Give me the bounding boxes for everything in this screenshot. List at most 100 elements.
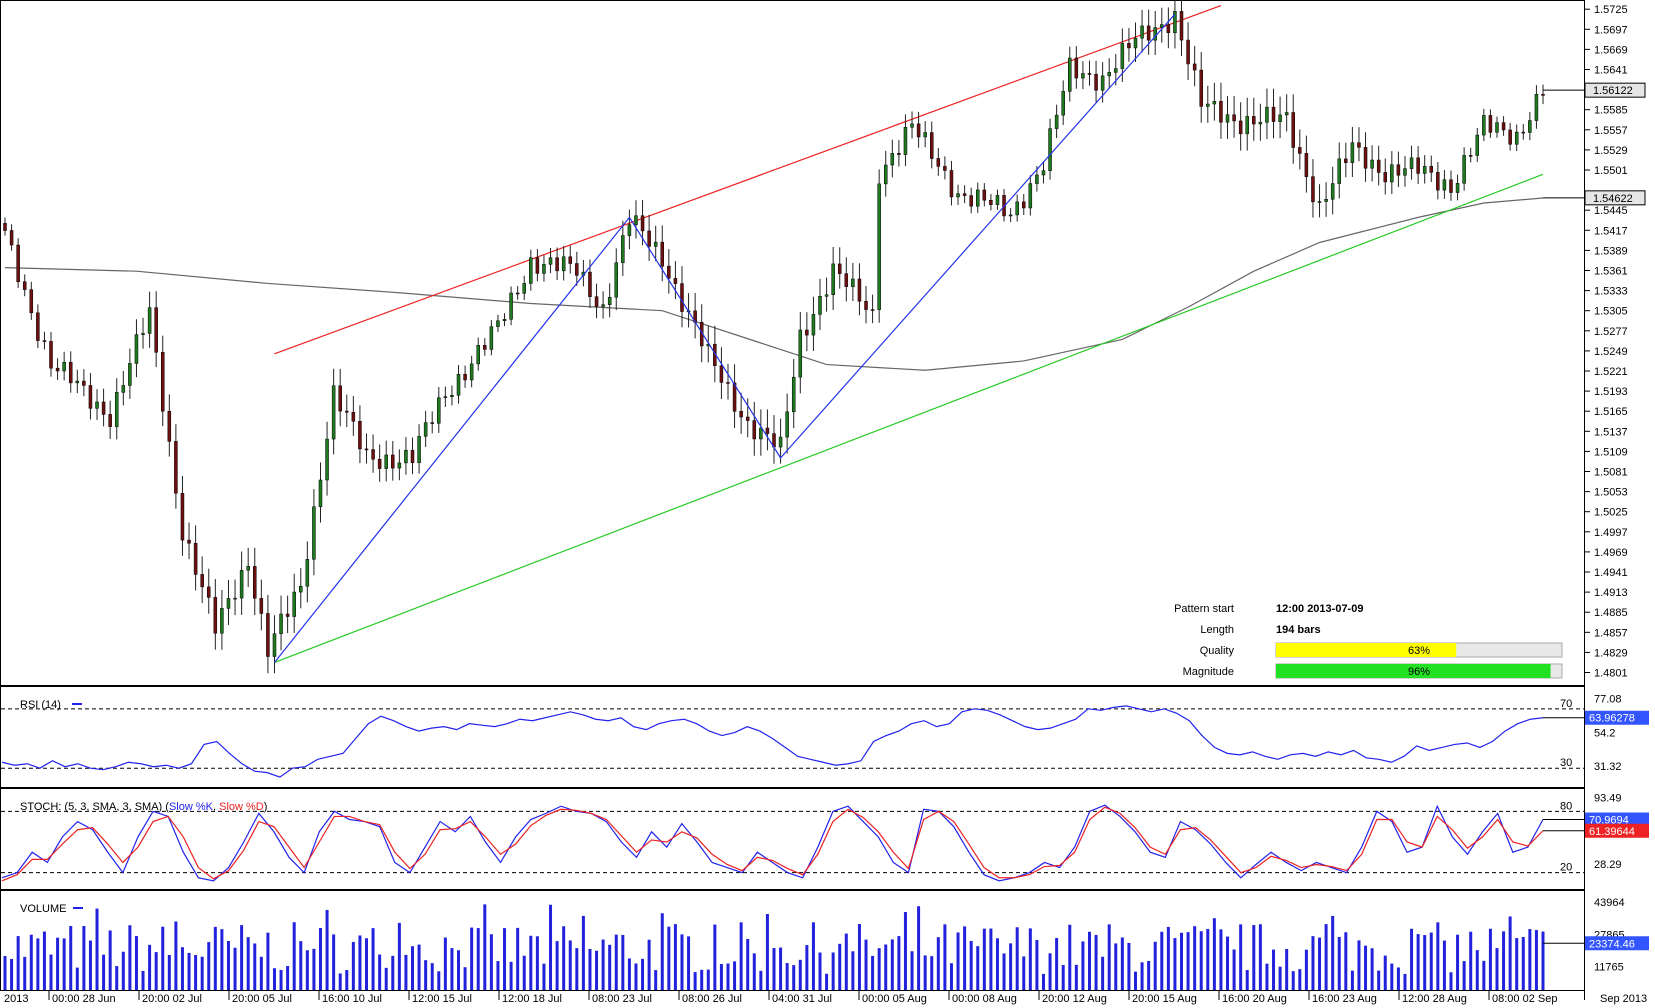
volume-bar bbox=[299, 941, 303, 990]
candle-body bbox=[1146, 25, 1151, 41]
candle-body bbox=[200, 574, 204, 588]
volume-bar bbox=[95, 908, 99, 990]
volume-bar bbox=[1449, 972, 1453, 990]
candle-body bbox=[1068, 57, 1072, 92]
volume-bar bbox=[69, 926, 73, 990]
rsi-title: RSI (14) bbox=[20, 699, 61, 711]
candle-body bbox=[226, 598, 231, 609]
price-tick-label: 1.5557 bbox=[1594, 125, 1628, 137]
candle-body bbox=[805, 329, 809, 336]
candle-body bbox=[364, 448, 369, 451]
candle-body bbox=[338, 385, 342, 412]
volume-bar bbox=[982, 928, 986, 990]
volume-bar bbox=[3, 955, 7, 990]
rsi-panel-frame bbox=[0, 686, 1585, 788]
volume-bar bbox=[654, 970, 658, 990]
candle-body bbox=[634, 215, 638, 225]
candle-body bbox=[213, 597, 218, 634]
candle-body bbox=[55, 367, 60, 372]
candle-body bbox=[469, 363, 474, 381]
price-tick-label: 1.5025 bbox=[1594, 507, 1628, 519]
candle-body bbox=[1324, 198, 1328, 202]
volume-bar bbox=[384, 967, 388, 990]
volume-bar bbox=[23, 956, 27, 990]
volume-bar bbox=[555, 941, 559, 990]
candle-body bbox=[1521, 131, 1526, 134]
volume-bar bbox=[233, 947, 237, 990]
candle-body bbox=[16, 244, 20, 282]
volume-bar bbox=[779, 947, 783, 990]
stoch-d-name: Slow %D bbox=[219, 801, 264, 813]
candle-body bbox=[1186, 39, 1190, 65]
volume-bar bbox=[1219, 929, 1223, 990]
price-tick-label: 1.5361 bbox=[1594, 265, 1628, 277]
candle-body bbox=[1173, 11, 1177, 34]
channel-lower-line bbox=[274, 173, 1544, 664]
volume-bar bbox=[825, 973, 829, 990]
candle-body bbox=[167, 410, 172, 442]
candle-body bbox=[1179, 11, 1184, 41]
volume-bar bbox=[529, 935, 533, 990]
candle-body bbox=[1107, 72, 1111, 77]
volume-bar bbox=[1311, 936, 1315, 990]
volume-bar bbox=[1133, 971, 1137, 990]
candle-body bbox=[522, 283, 526, 294]
volume-value-box bbox=[1585, 936, 1649, 951]
x-tick-label: 16:00 23 Aug bbox=[1312, 993, 1377, 1005]
candle-body bbox=[890, 153, 895, 166]
volume-bar bbox=[1423, 935, 1427, 990]
candle-body bbox=[1212, 101, 1217, 105]
candle-body bbox=[233, 597, 237, 600]
volume-bar bbox=[949, 963, 953, 990]
price-tick-label: 1.4829 bbox=[1594, 647, 1628, 659]
candle-body bbox=[1422, 166, 1427, 174]
x-tick-label: 12:00 28 Aug bbox=[1402, 993, 1467, 1005]
candle-body bbox=[1383, 172, 1388, 183]
x-tick-label: 08:00 02 Sep bbox=[1492, 993, 1557, 1005]
volume-bar bbox=[1324, 924, 1328, 990]
volume-bar bbox=[1114, 943, 1118, 990]
volume-bar bbox=[1357, 940, 1361, 990]
rsi-value-label: 63.96278 bbox=[1589, 713, 1635, 725]
candle-body bbox=[1192, 63, 1197, 71]
ma-price-label: 1.54622 bbox=[1593, 193, 1633, 205]
candle-body bbox=[36, 312, 40, 341]
stoch-title: STOCH: (5, 3, SMA, 3, SMA) bbox=[20, 801, 162, 813]
ma-price-box bbox=[1584, 190, 1646, 206]
price-tick-label: 1.5697 bbox=[1594, 24, 1628, 36]
volume-bar bbox=[318, 928, 322, 990]
volume-bar bbox=[1304, 949, 1308, 990]
volume-bar bbox=[706, 969, 710, 990]
volume-bar bbox=[746, 938, 750, 990]
candle-body bbox=[1370, 159, 1374, 169]
stoch-d-box bbox=[1585, 823, 1649, 838]
candle-body bbox=[851, 278, 855, 287]
price-tick-label: 1.5053 bbox=[1594, 487, 1628, 499]
candle-body bbox=[1311, 176, 1315, 203]
volume-bar bbox=[332, 934, 336, 990]
candle-body bbox=[259, 598, 264, 614]
volume-bar bbox=[443, 937, 447, 990]
volume-bar bbox=[765, 914, 769, 990]
price-tick-label: 1.5081 bbox=[1594, 467, 1628, 479]
candle-body bbox=[496, 320, 500, 327]
candle-body bbox=[627, 224, 632, 236]
candle-body bbox=[1468, 155, 1473, 157]
volume-bar bbox=[194, 955, 198, 990]
volume-bar bbox=[1173, 938, 1177, 990]
rsi-tick-label: 54.2 bbox=[1594, 727, 1615, 739]
candle-body bbox=[877, 183, 881, 310]
volume-bar bbox=[1107, 924, 1111, 990]
candle-body bbox=[568, 256, 572, 264]
candle-body bbox=[811, 314, 816, 336]
volume-bar bbox=[1212, 918, 1216, 990]
volume-bar bbox=[818, 952, 822, 990]
volume-bar bbox=[391, 955, 395, 990]
volume-bar bbox=[562, 926, 566, 990]
candle-body bbox=[1357, 142, 1361, 148]
volume-bar bbox=[56, 937, 60, 990]
volume-bar bbox=[1022, 956, 1026, 990]
